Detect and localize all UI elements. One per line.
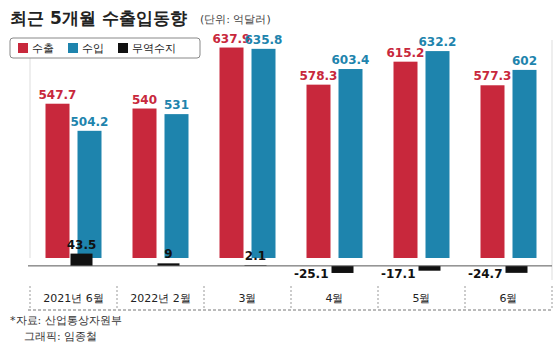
bar — [339, 69, 363, 258]
bar — [394, 62, 418, 258]
chart: 최근 5개월 수출입동향(단위: 억달러)547.7540637.9578.36… — [0, 0, 560, 353]
bar — [307, 85, 331, 258]
bar — [46, 104, 70, 258]
legend-label: 수입 — [82, 42, 104, 55]
legend-frame — [10, 38, 200, 58]
x-tick-label: 2021년 6월 — [43, 292, 104, 305]
balance-bar — [506, 266, 528, 273]
category-divider — [378, 286, 379, 310]
data-label: -24.7 — [468, 267, 503, 281]
category-divider — [30, 286, 31, 310]
bar — [481, 85, 505, 258]
legend-label: 무역수지 — [132, 42, 176, 55]
data-label: 531 — [164, 98, 189, 112]
bar — [133, 109, 157, 258]
bar — [252, 49, 276, 258]
x-tick-label: 5월 — [413, 292, 431, 305]
data-label: -17.1 — [381, 267, 416, 281]
bars — [46, 48, 537, 258]
y-axis-line — [30, 40, 31, 258]
data-label: -25.1 — [294, 267, 329, 281]
category-frame — [28, 310, 552, 311]
bar — [165, 114, 189, 258]
legend: 수출 수입 무역수지 — [10, 38, 200, 58]
bar — [426, 51, 450, 258]
category-divider — [465, 286, 466, 310]
data-label: 43.5 — [67, 238, 97, 252]
title: 최근 5개월 수출입동향 — [10, 8, 187, 28]
annotation: *자료: 산업통상자원부 — [10, 314, 122, 327]
annotation: 그래픽: 임종철 — [24, 330, 97, 343]
data-label: 603.4 — [332, 53, 370, 67]
subtitle: (단위: 억달러) — [200, 13, 271, 26]
data-label: 2.1 — [245, 249, 266, 263]
bar — [220, 48, 244, 258]
category-divider — [291, 286, 292, 310]
category-divider — [204, 286, 205, 310]
data-label: 504.2 — [71, 115, 109, 129]
data-label: 632.2 — [419, 35, 457, 49]
legend-swatch — [118, 43, 128, 53]
category-divider — [552, 286, 553, 310]
data-label: 9 — [164, 247, 172, 261]
data-label: 602 — [512, 54, 537, 68]
y2-axis-line — [552, 40, 553, 280]
baseline — [28, 265, 552, 266]
legend-swatch — [68, 43, 78, 53]
category-divider — [117, 286, 118, 310]
data-labels: 547.7540637.9578.3615.2577.3504.2531635.… — [39, 32, 538, 281]
balance-bar — [332, 266, 354, 273]
data-label: 540 — [132, 93, 157, 107]
x-tick-label: 3월 — [239, 292, 257, 305]
data-label: 578.3 — [300, 69, 338, 83]
legend-label: 수출 — [32, 42, 54, 55]
data-label: 547.7 — [39, 88, 77, 102]
x-tick-label: 6월 — [500, 292, 518, 305]
background — [0, 0, 560, 353]
data-label: 635.8 — [245, 33, 283, 47]
balance-bar — [71, 254, 93, 266]
bar — [513, 70, 537, 258]
balance-bar — [419, 266, 441, 271]
x-tick-label: 4월 — [326, 292, 344, 305]
data-label: 577.3 — [474, 69, 512, 83]
legend-swatch — [18, 43, 28, 53]
x-tick-label: 2022년 2월 — [130, 292, 191, 305]
